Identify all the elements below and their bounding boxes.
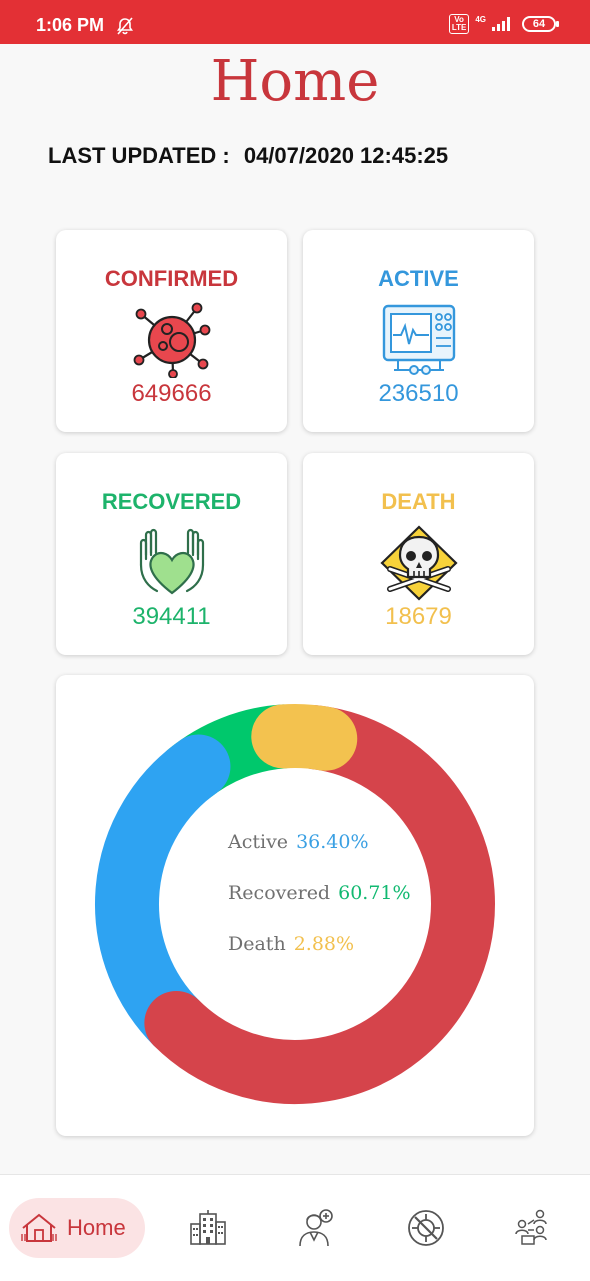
donut-segment-death [251,704,358,771]
nav-home-tab[interactable]: Home [9,1198,145,1258]
legend-active-pct: 36.40% [296,831,369,853]
signal-icon [492,17,510,31]
last-updated: LAST UPDATED : 04/07/2020 12:45:25 [48,143,448,169]
active-value: 236510 [378,380,459,407]
donut-segment-active [95,734,231,1055]
donut-segment-recovered [144,705,495,1104]
home-icon [21,1213,57,1242]
active-label: ACTIVE [378,266,459,291]
nav-home-label: Home [67,1215,126,1240]
virus-icon [133,302,210,378]
legend-death-label: Death [228,933,286,955]
last-updated-label: LAST UPDATED : [48,143,230,168]
donut-chart [95,704,495,1104]
notifications-off-icon [116,17,134,35]
network-type: 4G [475,14,486,24]
skull-crossbones-icon [379,525,458,601]
death-card[interactable]: DEATH 18679 [303,453,534,655]
legend-death-pct: 2.88% [293,933,355,955]
volte-icon: Vo LTE [448,14,470,34]
virus-ban-icon[interactable] [406,1208,446,1248]
legend-recovered: Recovered 60.71% [228,882,411,904]
recovered-card[interactable]: RECOVERED 394411 [56,453,287,655]
status-time: 1:06 PM [36,15,105,35]
legend-active-label: Active [228,831,289,853]
recovered-label: RECOVERED [101,489,242,514]
recovered-value: 394411 [132,603,211,630]
legend-recovered-pct: 60.71% [338,882,411,904]
people-network-icon[interactable] [514,1208,554,1248]
hands-heart-icon [139,528,204,595]
legend-death: Death 2.88% [228,933,354,955]
status-bar: 1:06 PM Vo LTE 4G 64 [0,0,590,44]
legend-recovered-label: Recovered [228,882,331,904]
doctor-icon[interactable] [296,1208,336,1248]
confirmed-card[interactable]: CONFIRMED 649666 [56,230,287,432]
page-title: Home [210,49,380,114]
heart-monitor-icon [382,304,455,375]
bottom-nav: Home [0,1174,590,1281]
death-label: DEATH [381,489,456,514]
last-updated-value: 04/07/2020 12:45:25 [243,143,449,168]
death-value: 18679 [385,603,452,630]
battery-icon: 64 [522,16,559,32]
legend-active: Active 36.40% [228,831,369,853]
city-buildings-icon[interactable] [188,1208,228,1248]
chart-card: Active 36.40% Recovered 60.71% Death 2.88% [56,675,534,1136]
active-card[interactable]: ACTIVE 236510 [303,230,534,432]
confirmed-label: CONFIRMED [104,266,239,291]
confirmed-value: 649666 [131,380,212,407]
